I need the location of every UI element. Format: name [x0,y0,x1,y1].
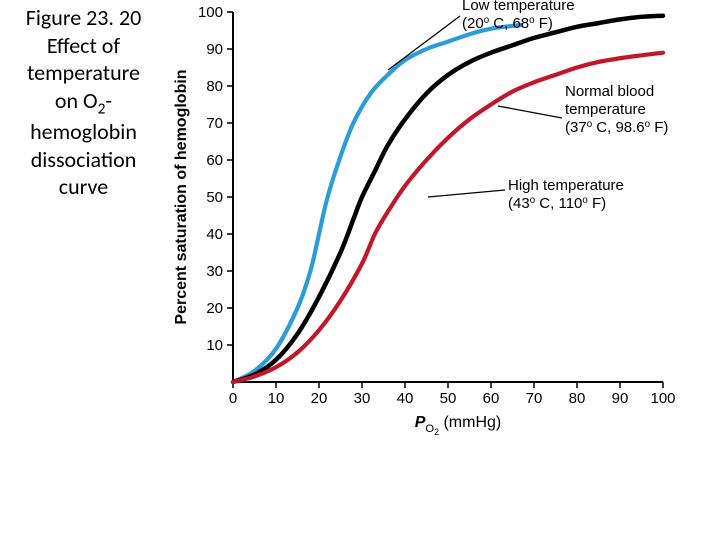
svg-text:20: 20 [311,390,328,407]
svg-text:70: 70 [526,390,543,407]
svg-text:temperature: temperature [565,101,646,118]
svg-text:(43o C, 110o F): (43o C, 110o F) [508,195,606,212]
svg-text:60: 60 [206,152,223,169]
svg-text:100: 100 [650,390,675,407]
svg-text:Normal blood: Normal blood [565,83,654,100]
title-line: dissociation [31,146,137,173]
title-line: curve [59,173,108,200]
svg-text:90: 90 [206,41,223,58]
svg-text:10: 10 [206,337,223,354]
svg-text:30: 30 [206,263,223,280]
svg-text:20: 20 [206,300,223,317]
svg-text:70: 70 [206,115,223,132]
svg-text:10: 10 [268,390,285,407]
dissociation-chart: 0 10 20 30 40 50 60 70 80 90 100 10 20 30 40 50 60 70 80 90… [170,0,720,465]
title-line: Figure 23. 20 [26,4,142,31]
svg-text:60: 60 [483,390,500,407]
title-line: Effect of [47,32,120,59]
svg-text:30: 30 [354,390,371,407]
svg-text:(37o C, 98.6o F): (37o C, 98.6o F) [565,119,668,136]
figure-title: Figure 23. 20 Effect of temperature on O… [6,4,161,201]
svg-text:80: 80 [569,390,586,407]
svg-text:100: 100 [198,4,223,21]
title-line: temperature [27,59,140,86]
svg-text:50: 50 [440,390,457,407]
svg-text:40: 40 [206,226,223,243]
svg-text:Percent saturation of hemoglob: Percent saturation of hemoglobin [173,69,190,324]
svg-text:40: 40 [397,390,414,407]
svg-text:Low temperature: Low temperature [462,0,575,14]
title-line: on O2- [55,87,112,114]
svg-text:80: 80 [206,78,223,95]
svg-text:50: 50 [206,189,223,206]
svg-text:PO2 (mmHg): PO2 (mmHg) [415,414,502,437]
svg-text:High temperature: High temperature [508,177,624,194]
svg-text:0: 0 [229,390,237,407]
svg-text:(20o C, 68o F): (20o C, 68o F) [462,15,553,32]
title-line: hemoglobin [30,118,137,145]
svg-text:90: 90 [612,390,629,407]
